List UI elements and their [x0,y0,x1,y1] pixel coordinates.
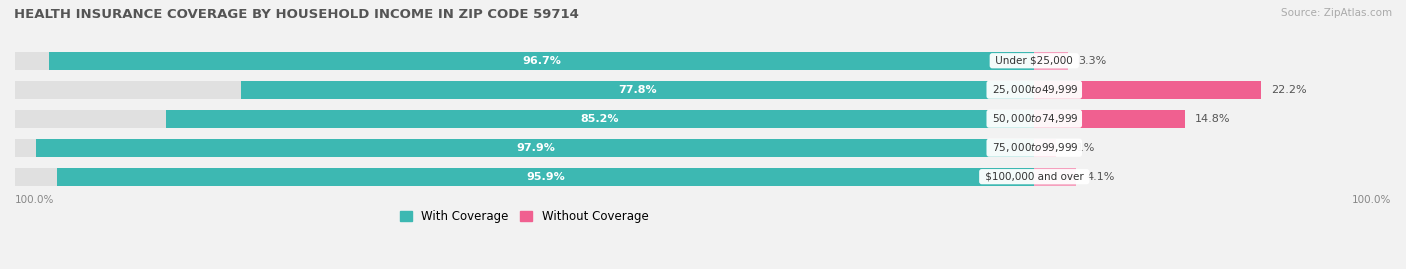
Text: 4.1%: 4.1% [1087,172,1115,182]
Bar [1035,81,1261,99]
Bar [1035,52,1069,70]
Legend: With Coverage, Without Coverage: With Coverage, Without Coverage [399,210,648,223]
Bar [37,139,1035,157]
Bar [1035,110,1185,128]
Text: $75,000 to $99,999: $75,000 to $99,999 [988,141,1080,154]
Text: Under $25,000: Under $25,000 [993,56,1076,66]
Text: 100.0%: 100.0% [15,195,55,205]
Bar [15,168,1035,186]
Text: $25,000 to $49,999: $25,000 to $49,999 [988,83,1080,96]
Text: $100,000 and over: $100,000 and over [981,172,1087,182]
Text: 14.8%: 14.8% [1195,114,1230,124]
Bar [1035,168,1076,186]
Bar [15,110,1035,128]
Text: 95.9%: 95.9% [526,172,565,182]
Text: 77.8%: 77.8% [619,85,657,95]
Bar [15,52,1035,70]
Text: Source: ZipAtlas.com: Source: ZipAtlas.com [1281,8,1392,18]
Text: 3.3%: 3.3% [1078,56,1107,66]
Text: 100.0%: 100.0% [1351,195,1391,205]
Bar [15,81,1035,99]
Bar [56,168,1035,186]
Text: 96.7%: 96.7% [522,56,561,66]
Bar [1035,139,1056,157]
Bar [242,81,1035,99]
Text: 97.9%: 97.9% [516,143,555,153]
Bar [15,139,1035,157]
Text: 22.2%: 22.2% [1271,85,1306,95]
Text: 2.1%: 2.1% [1066,143,1094,153]
Bar [49,52,1035,70]
Bar [166,110,1035,128]
Text: $50,000 to $74,999: $50,000 to $74,999 [988,112,1080,125]
Text: HEALTH INSURANCE COVERAGE BY HOUSEHOLD INCOME IN ZIP CODE 59714: HEALTH INSURANCE COVERAGE BY HOUSEHOLD I… [14,8,579,21]
Text: 85.2%: 85.2% [581,114,619,124]
